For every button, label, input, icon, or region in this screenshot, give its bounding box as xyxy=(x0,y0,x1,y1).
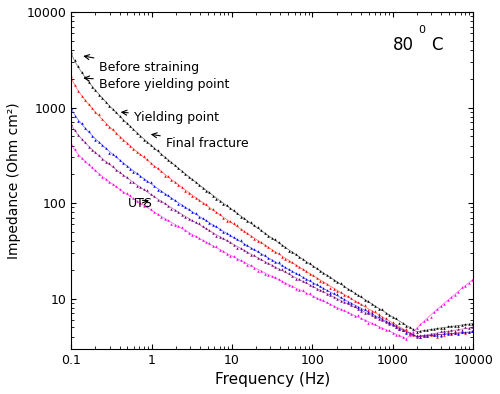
Text: Yielding point: Yielding point xyxy=(122,110,219,124)
Text: 0: 0 xyxy=(418,25,426,35)
Text: C: C xyxy=(431,35,442,54)
Text: Before yielding point: Before yielding point xyxy=(84,76,229,91)
Y-axis label: Impedance (Ohm cm²): Impedance (Ohm cm²) xyxy=(7,102,21,258)
Text: 80: 80 xyxy=(392,35,413,54)
Text: Before straining: Before straining xyxy=(84,55,199,74)
Text: UTS: UTS xyxy=(128,197,152,210)
Text: Final fracture: Final fracture xyxy=(152,133,248,150)
X-axis label: Frequency (Hz): Frequency (Hz) xyxy=(214,372,330,387)
